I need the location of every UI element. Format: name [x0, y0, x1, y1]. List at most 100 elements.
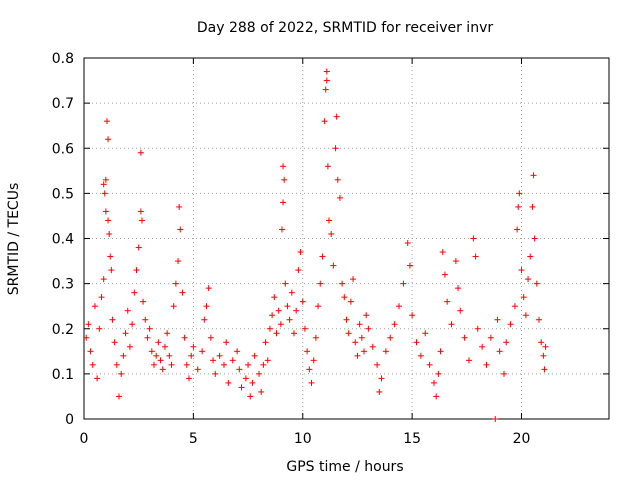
data-point — [439, 249, 446, 256]
data-point — [387, 334, 394, 341]
data-point — [146, 325, 153, 332]
data-point — [148, 348, 155, 355]
grid — [84, 58, 609, 419]
data-point — [441, 271, 448, 278]
data-point — [452, 258, 459, 265]
data-point — [496, 348, 503, 355]
data-point — [159, 366, 166, 373]
data-point — [229, 357, 236, 364]
data-point — [223, 339, 230, 346]
data-point — [369, 343, 376, 350]
data-point — [190, 343, 197, 350]
data-point — [350, 276, 357, 283]
data-point — [365, 325, 372, 332]
data-point — [107, 253, 114, 260]
data-point — [137, 208, 144, 215]
data-point — [168, 361, 175, 368]
data-point — [323, 77, 330, 84]
x-tick-label: 0 — [80, 431, 89, 447]
axis-ticks — [83, 57, 609, 420]
data-point — [203, 303, 210, 310]
data-point — [541, 366, 548, 373]
data-point — [448, 321, 455, 328]
data-point — [271, 294, 278, 301]
data-point — [105, 217, 112, 224]
data-point — [94, 375, 101, 382]
data-point — [85, 321, 92, 328]
y-axis-label: SRMTID / TECUs — [6, 183, 22, 296]
data-point — [455, 285, 462, 292]
data-point — [105, 136, 112, 143]
data-point — [137, 149, 144, 156]
data-point — [538, 339, 545, 346]
data-point — [170, 303, 177, 310]
data-point — [144, 334, 151, 341]
data-point — [531, 235, 538, 242]
data-point — [140, 298, 147, 305]
data-point — [142, 316, 149, 323]
data-point — [518, 267, 525, 274]
data-point — [352, 339, 359, 346]
data-point — [400, 280, 407, 287]
data-point — [396, 303, 402, 310]
data-point — [120, 352, 127, 359]
data-point — [514, 226, 521, 233]
y-tick-label: 0.3 — [52, 277, 74, 293]
data-point — [301, 325, 308, 332]
data-point — [221, 361, 227, 368]
data-point — [474, 325, 481, 332]
data-point — [166, 352, 173, 359]
data-point — [201, 316, 208, 323]
data-point — [511, 303, 518, 310]
data-point — [295, 267, 302, 274]
data-point — [100, 276, 107, 283]
data-point — [479, 343, 486, 350]
data-point — [470, 235, 477, 242]
data-point — [245, 361, 252, 368]
data-point — [155, 339, 162, 346]
data-point — [176, 203, 183, 210]
x-tick-label: 5 — [189, 431, 198, 447]
data-point — [422, 330, 429, 337]
data-point — [323, 68, 330, 75]
x-tick-label: 20 — [513, 431, 531, 447]
data-point — [251, 352, 258, 359]
y-tick-label: 0 — [65, 412, 74, 428]
data-point — [207, 334, 214, 341]
data-point — [205, 285, 212, 292]
data-point — [435, 370, 442, 377]
data-point — [106, 230, 113, 237]
data-point — [501, 370, 507, 377]
data-point — [299, 298, 306, 305]
y-tick-label: 0.7 — [52, 96, 74, 112]
data-point — [260, 361, 267, 368]
data-point — [540, 352, 547, 359]
data-point — [83, 334, 90, 341]
data-point — [322, 86, 329, 93]
data-point — [391, 321, 398, 328]
data-point — [286, 316, 293, 323]
data-point — [122, 330, 129, 337]
data-point — [277, 321, 284, 328]
data-point — [102, 208, 109, 215]
data-point — [472, 253, 479, 260]
data-point — [343, 316, 350, 323]
data-point — [181, 334, 188, 341]
data-point — [91, 303, 98, 310]
data-point — [179, 289, 186, 296]
data-point — [87, 348, 94, 355]
data-point — [516, 190, 523, 197]
y-tick-label: 0.5 — [52, 186, 74, 202]
data-point — [183, 361, 190, 368]
data-point — [336, 194, 343, 201]
data-point — [431, 379, 437, 386]
data-point — [89, 361, 96, 368]
data-point — [542, 343, 549, 350]
data-point — [515, 203, 522, 210]
data-point — [234, 348, 241, 355]
y-tick-label: 0.8 — [52, 51, 74, 67]
data-point — [280, 199, 287, 206]
data-point — [284, 303, 291, 310]
data-point — [151, 361, 157, 368]
x-axis-label: GPS time / hours — [286, 459, 403, 475]
